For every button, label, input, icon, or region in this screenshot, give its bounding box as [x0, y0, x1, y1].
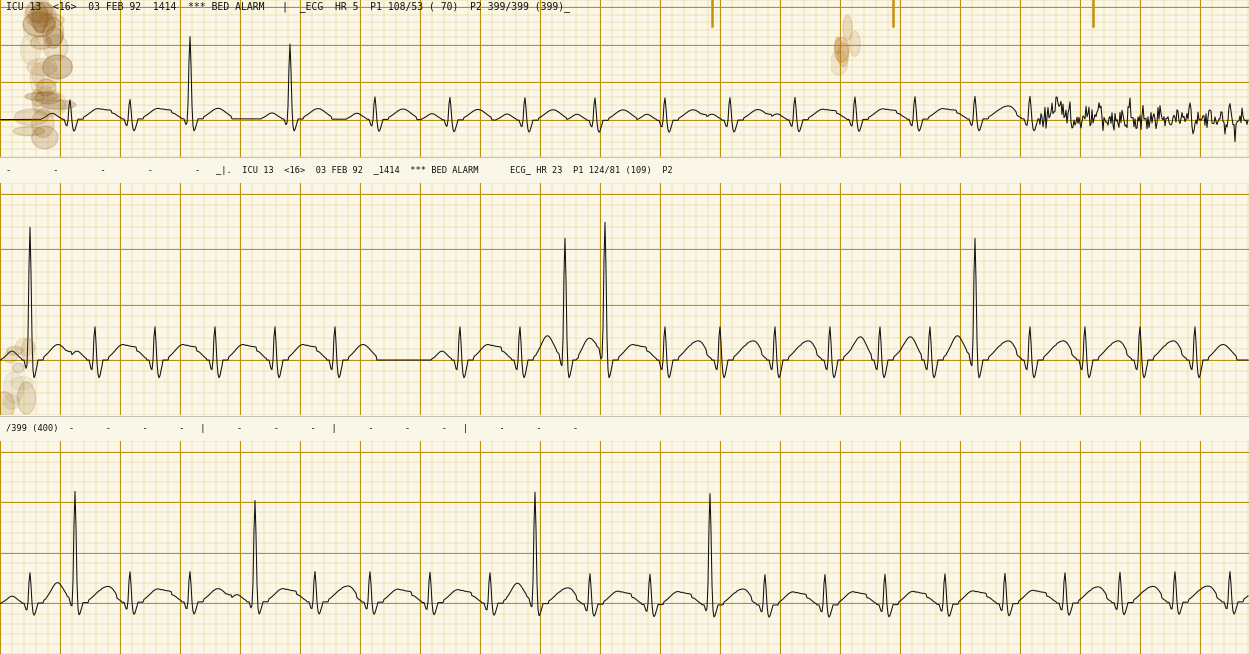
Ellipse shape	[36, 79, 56, 96]
Ellipse shape	[32, 97, 66, 116]
Ellipse shape	[42, 18, 64, 48]
Ellipse shape	[24, 20, 42, 41]
Text: ICU 13  <16>  03 FEB 92  1414  *** BED ALARM   |  _ECG  HR 5  P1 108/53 ( 70)  P: ICU 13 <16> 03 FEB 92 1414 *** BED ALARM…	[6, 1, 571, 12]
Ellipse shape	[35, 92, 61, 104]
Ellipse shape	[25, 1, 54, 27]
Ellipse shape	[22, 12, 55, 37]
Ellipse shape	[30, 36, 51, 49]
Ellipse shape	[31, 126, 57, 148]
Ellipse shape	[12, 363, 24, 373]
Ellipse shape	[849, 31, 861, 56]
Ellipse shape	[838, 43, 848, 67]
Ellipse shape	[39, 6, 59, 19]
Ellipse shape	[30, 63, 44, 94]
Ellipse shape	[37, 14, 64, 27]
Ellipse shape	[31, 109, 54, 137]
Ellipse shape	[46, 27, 62, 45]
Text: -        -        -        -        -   _|.  ICU 13  <16>  03 FEB 92  _1414  ***: - - - - - _|. ICU 13 <16> 03 FEB 92 _141…	[6, 165, 673, 175]
Ellipse shape	[44, 35, 67, 60]
Ellipse shape	[834, 37, 841, 54]
Ellipse shape	[15, 109, 47, 126]
Ellipse shape	[4, 372, 24, 403]
Ellipse shape	[6, 347, 24, 355]
Ellipse shape	[42, 55, 72, 79]
Ellipse shape	[843, 15, 852, 41]
Ellipse shape	[15, 338, 35, 356]
Ellipse shape	[32, 3, 47, 33]
Ellipse shape	[25, 92, 59, 101]
Ellipse shape	[26, 0, 52, 22]
Ellipse shape	[32, 61, 59, 89]
Ellipse shape	[27, 9, 51, 23]
Ellipse shape	[31, 90, 44, 106]
Ellipse shape	[30, 3, 56, 33]
Ellipse shape	[4, 351, 17, 363]
Text: /399 (400)  -      -      -      -   |      -      -      -   |      -      -   : /399 (400) - - - - | - - - | - -	[6, 424, 578, 433]
Ellipse shape	[829, 52, 848, 75]
Ellipse shape	[0, 392, 15, 421]
Ellipse shape	[834, 37, 849, 62]
Ellipse shape	[41, 100, 76, 109]
Ellipse shape	[27, 58, 57, 76]
Ellipse shape	[21, 34, 40, 65]
Ellipse shape	[14, 127, 45, 135]
Ellipse shape	[32, 90, 66, 115]
Ellipse shape	[21, 339, 35, 363]
Ellipse shape	[17, 382, 35, 414]
Ellipse shape	[11, 377, 34, 390]
Ellipse shape	[4, 394, 20, 409]
Ellipse shape	[39, 86, 51, 95]
